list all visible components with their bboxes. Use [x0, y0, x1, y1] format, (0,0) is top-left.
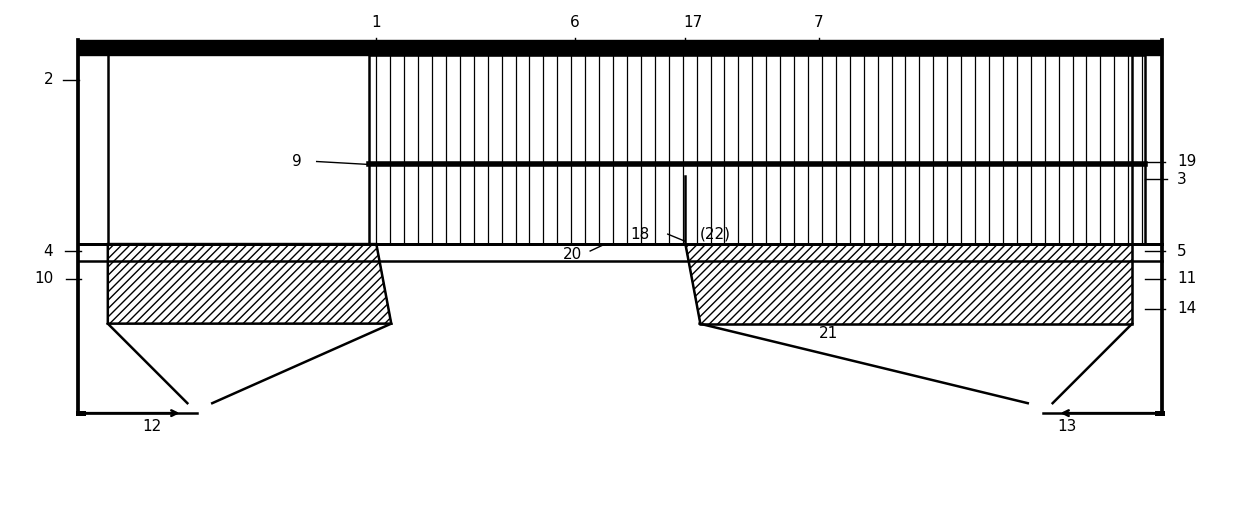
Polygon shape — [684, 244, 1132, 324]
Text: 12: 12 — [143, 418, 162, 434]
Text: 10: 10 — [33, 271, 53, 287]
Text: 3: 3 — [1177, 172, 1187, 187]
Text: 18: 18 — [631, 227, 650, 242]
Text: 21: 21 — [820, 326, 838, 341]
Text: 14: 14 — [1177, 301, 1197, 316]
Text: 17: 17 — [683, 15, 702, 30]
Text: 11: 11 — [1177, 271, 1197, 287]
Text: 19: 19 — [1177, 154, 1197, 169]
Text: 4: 4 — [43, 243, 53, 259]
Text: 2: 2 — [43, 72, 53, 88]
Text: 13: 13 — [1058, 418, 1078, 434]
Text: 1: 1 — [372, 15, 381, 30]
Polygon shape — [108, 244, 392, 324]
Text: 5: 5 — [1177, 243, 1187, 259]
Text: 7: 7 — [815, 15, 823, 30]
Polygon shape — [370, 55, 1145, 244]
Text: (22): (22) — [699, 227, 730, 242]
Text: 20: 20 — [563, 247, 583, 263]
Text: 9: 9 — [291, 154, 301, 169]
Text: 6: 6 — [570, 15, 580, 30]
